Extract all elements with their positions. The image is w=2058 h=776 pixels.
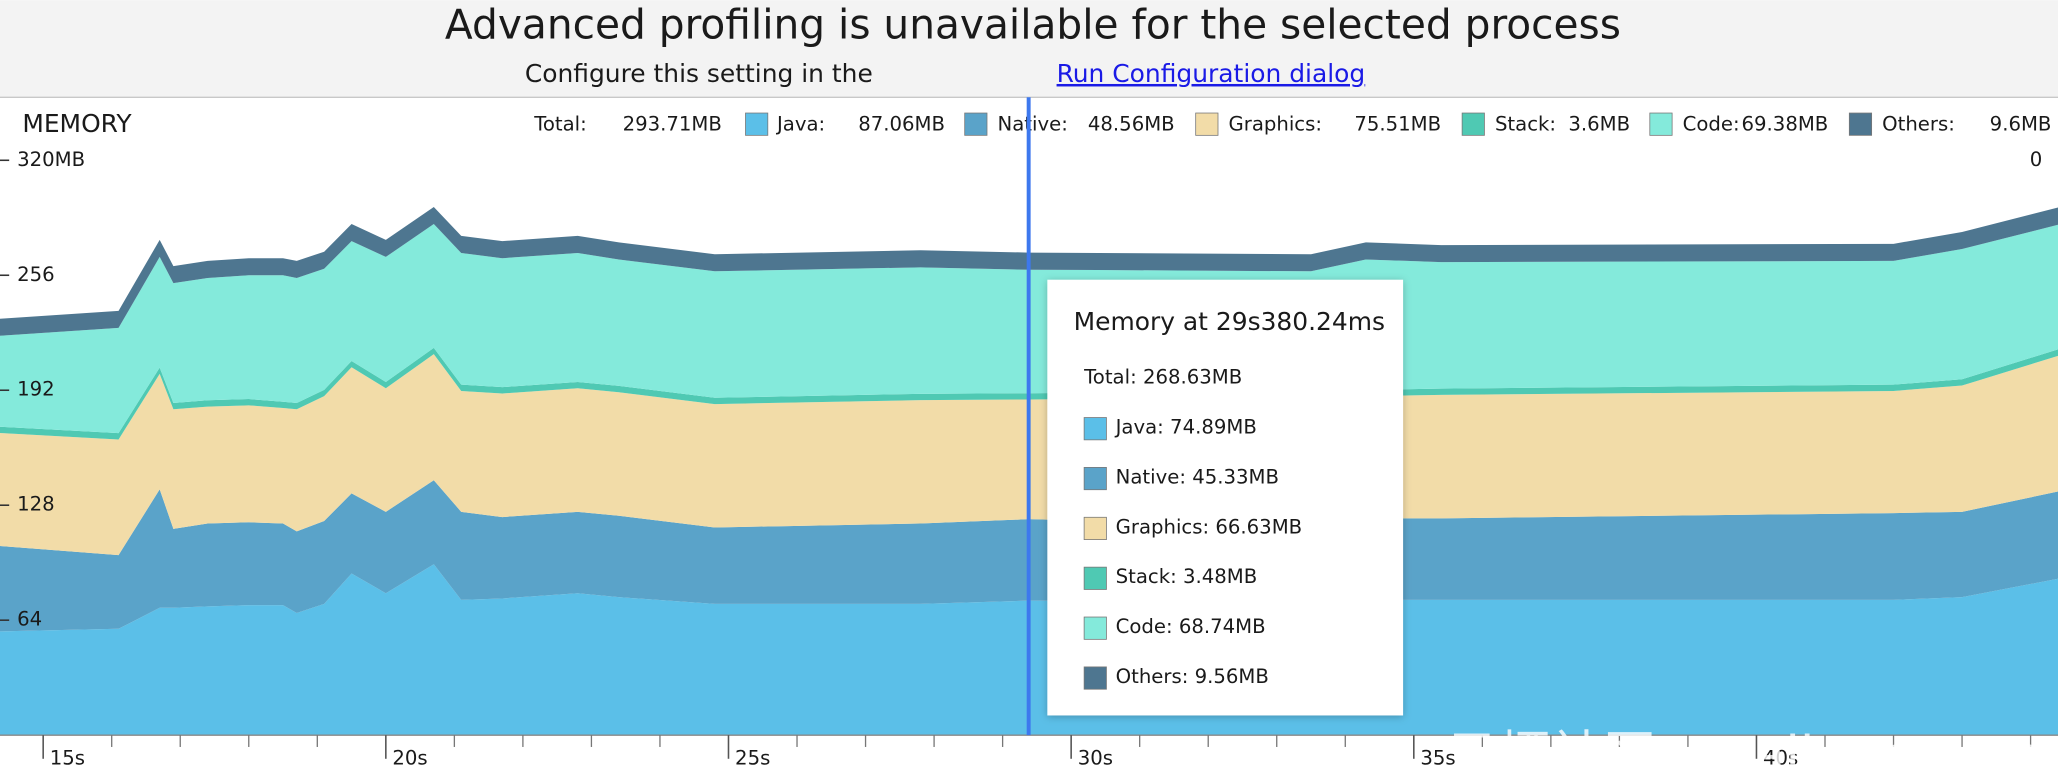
x-tick-label: 40s xyxy=(1763,746,1798,769)
header-subtitle: Configure this setting in the xyxy=(525,59,873,88)
tooltip-item: Graphics: 66.63MB xyxy=(1116,515,1303,538)
legend-value: 9.6MB xyxy=(1990,112,2052,135)
legend-value: 48.56MB xyxy=(1088,112,1175,135)
x-tick-label: 15s xyxy=(50,746,85,769)
tooltip-item: Stack: 3.48MB xyxy=(1116,565,1258,588)
y-tick-label: 192 xyxy=(17,378,55,401)
legend-swatch xyxy=(964,112,988,136)
tooltip-total: Total: 268.63MB xyxy=(1083,366,1242,389)
legend-swatch xyxy=(1461,112,1485,136)
legend-swatch xyxy=(1848,112,1873,136)
tooltip-item: Code: 68.74MB xyxy=(1116,615,1266,638)
tooltip-box xyxy=(1047,279,1404,716)
legend-value: 3.6MB xyxy=(1568,112,1630,135)
tooltip-swatch xyxy=(1083,616,1107,640)
x-tick-label: 25s xyxy=(735,746,770,769)
legend-label: Native: xyxy=(998,112,1068,135)
tooltip-item: Java: 74.89MB xyxy=(1114,416,1257,439)
x-tick-label: 35s xyxy=(1420,746,1455,769)
y2-tick-label: 0 xyxy=(2030,148,2043,171)
header-title: Advanced profiling is unavailable for th… xyxy=(445,1,1621,49)
legend-total-value: 293.71MB xyxy=(623,112,722,135)
legend-label: Graphics: xyxy=(1229,112,1323,135)
x-tick-label: 20s xyxy=(392,746,427,769)
config-link[interactable]: Run Configuration dialog xyxy=(1057,59,1366,88)
legend-value: 69.38MB xyxy=(1742,112,1829,135)
legend-label: Code: xyxy=(1683,112,1740,135)
legend-value: 75.51MB xyxy=(1354,112,1441,135)
legend-label: Others: xyxy=(1882,112,1955,135)
legend-swatch xyxy=(1649,112,1673,136)
tooltip-item: Others: 9.56MB xyxy=(1116,665,1269,688)
tooltip-swatch xyxy=(1083,467,1107,491)
legend-label: Stack: xyxy=(1495,112,1556,135)
legend-value: 87.06MB xyxy=(858,112,945,135)
tooltip-swatch xyxy=(1083,666,1107,690)
y-tick-label: 128 xyxy=(17,493,55,516)
tooltip-title: Memory at 29s380.24ms xyxy=(1074,307,1385,336)
legend-total-label: Total: xyxy=(533,112,587,135)
tooltip-swatch xyxy=(1083,516,1107,540)
y-tick-label: 64 xyxy=(17,608,42,631)
tooltip-item: Native: 45.33MB xyxy=(1116,465,1279,488)
y-tick-label: 256 xyxy=(17,263,55,286)
y-tick-label: 320MB xyxy=(17,148,85,171)
legend-swatch xyxy=(745,112,769,136)
legend-label: Java: xyxy=(775,112,825,135)
panel-title: MEMORY xyxy=(22,109,132,138)
tooltip-swatch xyxy=(1083,417,1107,441)
header-bg xyxy=(0,0,2058,98)
x-tick-label: 30s xyxy=(1078,746,1113,769)
tooltip-swatch xyxy=(1083,566,1107,590)
watermark: 云栖社区 yq.aliyun.com xyxy=(1445,725,2041,776)
legend-swatch xyxy=(1195,112,1219,136)
